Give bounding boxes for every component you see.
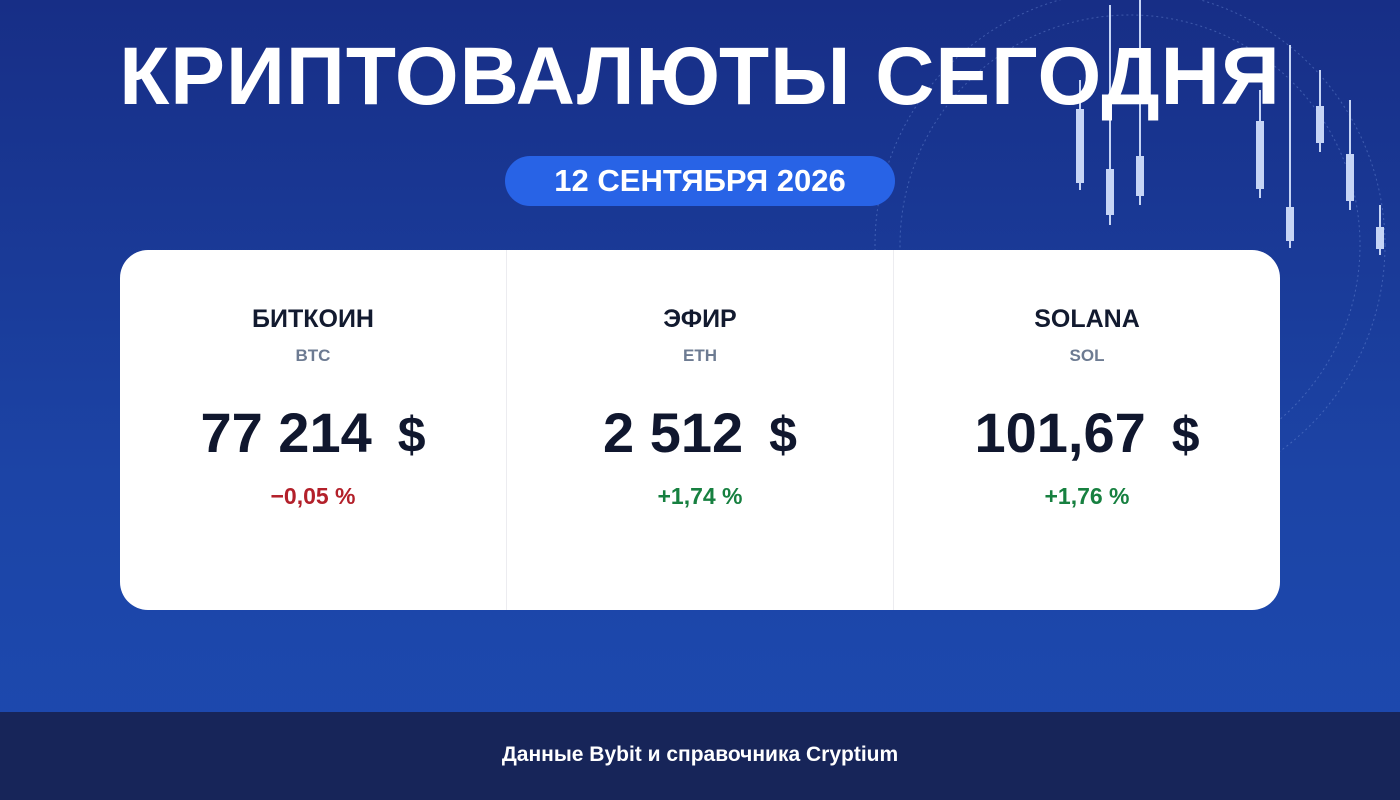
coin-name: ЭФИР [663, 305, 737, 333]
coin-price: 2 512 $ [507, 400, 893, 465]
decoration [874, 0, 1386, 501]
coin-ticker: BTC [295, 346, 331, 365]
date-badge: 12 СЕНТЯБРЯ 2026 [505, 156, 895, 206]
rates-card: БИТКОИН BTC 77 214 $ −0,05 % ЭФИР ETH 2 512 $ +1,… [120, 250, 1280, 610]
price-change: +1,74 % [657, 483, 743, 509]
coin-price: 101,67 $ [894, 400, 1280, 465]
price-currency: $ [397, 407, 426, 463]
price-value: 2 512 [603, 401, 744, 464]
coin-name: БИТКОИН [252, 305, 374, 333]
price-value: 77 214 [200, 401, 372, 464]
price-change: +1,76 % [1044, 483, 1130, 509]
coin-column: БИТКОИН BTC 77 214 $ −0,05 % [120, 250, 506, 610]
price-change: −0,05 % [270, 483, 356, 509]
coin-ticker: ETH [683, 346, 717, 365]
price-currency: $ [1171, 407, 1200, 463]
coin-column: SOLANA SOL 101,67 $ +1,76 % [893, 250, 1280, 610]
coin-column: ЭФИР ETH 2 512 $ +1,74 % [506, 250, 893, 610]
coin-name: SOLANA [1034, 305, 1140, 333]
title: КРИПТОВАЛЮТЫ СЕГОДНЯ [119, 31, 1281, 122]
source-note: Данные Bybit и справочника Cryptium [0, 712, 1400, 800]
price-currency: $ [769, 407, 797, 463]
coin-price: 77 214 $ [120, 400, 506, 465]
price-value: 101,67 [974, 401, 1146, 464]
coin-ticker: SOL [1069, 346, 1105, 365]
